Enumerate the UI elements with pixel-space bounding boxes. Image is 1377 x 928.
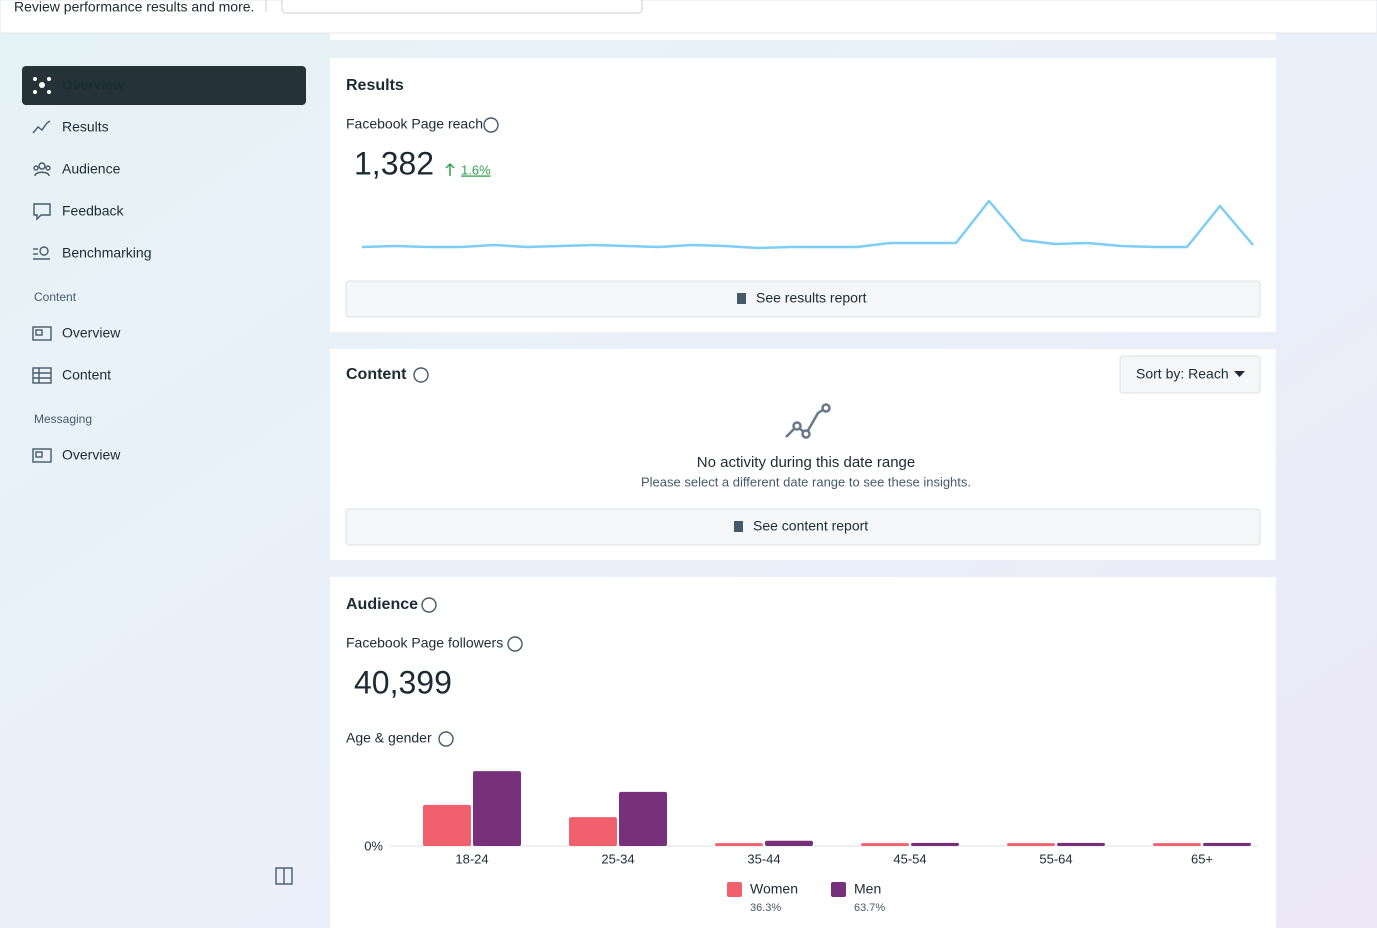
x-tick-label: 45-54 xyxy=(893,851,926,866)
top-bar xyxy=(0,0,1377,34)
bar xyxy=(569,817,617,846)
button-label[interactable]: See results report xyxy=(756,290,867,306)
button-label[interactable]: See content report xyxy=(753,518,868,534)
report-icon xyxy=(737,293,746,304)
card-title: Audience xyxy=(346,596,418,613)
nav-item[interactable]: Overview xyxy=(62,447,121,463)
x-tick-label: 25-34 xyxy=(601,851,634,866)
account-select[interactable] xyxy=(281,0,643,14)
card-title: Results xyxy=(346,77,404,94)
overview-icon xyxy=(33,77,51,94)
nav-item[interactable]: Audience xyxy=(62,161,121,177)
subtitle: Review performance results and more. xyxy=(14,0,254,15)
nav-item[interactable]: Content xyxy=(62,367,111,383)
bar xyxy=(861,843,909,846)
chart-label: Age & gender xyxy=(346,730,432,746)
bar xyxy=(715,843,763,846)
x-tick-label: 35-44 xyxy=(747,851,780,866)
feedback-icon xyxy=(33,203,51,221)
bar xyxy=(473,771,521,846)
metric-label: Facebook Page followers xyxy=(346,635,503,651)
bar xyxy=(1203,842,1251,846)
metric-value: 1,382 xyxy=(354,145,434,181)
collapse-button[interactable] xyxy=(275,867,293,885)
metric-value: 40,399 xyxy=(354,664,452,700)
nav-item[interactable]: Feedback xyxy=(62,203,124,219)
audience-card xyxy=(330,577,1276,928)
metric-label: Facebook Page reach xyxy=(346,116,483,132)
bar xyxy=(1153,843,1201,846)
y-tick-label: 0% xyxy=(364,838,383,853)
legend-share: 63.7% xyxy=(854,902,885,914)
legend-label: Women xyxy=(750,881,798,897)
audience-icon xyxy=(33,162,51,177)
report-icon xyxy=(734,521,743,532)
nav-active[interactable] xyxy=(22,66,306,105)
nav-section: Content xyxy=(34,290,77,304)
results-icon xyxy=(32,120,51,134)
bar xyxy=(765,840,813,846)
info-icon[interactable] xyxy=(438,731,454,747)
content-button[interactable] xyxy=(345,508,1261,546)
nav-section: Messaging xyxy=(34,412,92,426)
legend-share: 36.3% xyxy=(750,902,781,914)
legend-swatch xyxy=(831,882,846,897)
up-arrow xyxy=(445,162,455,176)
benchmark-icon xyxy=(33,246,50,260)
results-button[interactable] xyxy=(345,280,1261,318)
empty-text: Please select a different date range to … xyxy=(641,474,971,489)
sort-label[interactable]: Sort by: Reach xyxy=(1136,366,1229,382)
x-tick-label: 55-64 xyxy=(1039,851,1072,866)
empty-title: No activity during this date range xyxy=(697,454,915,471)
legend-label: Men xyxy=(854,881,881,897)
nav-item[interactable]: Results xyxy=(62,119,109,135)
reach-line xyxy=(361,199,1254,250)
content-overview-icon xyxy=(32,326,52,341)
legend-swatch xyxy=(727,882,742,897)
bar xyxy=(1007,843,1055,846)
info-icon[interactable] xyxy=(507,636,523,652)
bar xyxy=(911,842,959,846)
empty-icon xyxy=(785,403,831,439)
info-icon[interactable] xyxy=(421,597,437,613)
bar xyxy=(423,804,471,846)
nav-item[interactable]: Benchmarking xyxy=(62,245,152,261)
bar xyxy=(1057,842,1105,846)
dropdown-arrow xyxy=(1234,371,1245,377)
sort-dropdown[interactable] xyxy=(1119,355,1261,394)
bar xyxy=(619,791,667,846)
info-icon[interactable] xyxy=(413,367,429,383)
x-tick-label: 18-24 xyxy=(455,851,488,866)
x-tick-label: 65+ xyxy=(1191,851,1213,866)
info-icon[interactable] xyxy=(483,117,499,133)
change[interactable]: 1.6% xyxy=(461,162,491,177)
nav-item[interactable]: Overview xyxy=(62,77,124,93)
table-icon xyxy=(32,367,52,384)
messaging-overview-icon xyxy=(32,448,52,463)
nav-item[interactable]: Overview xyxy=(62,325,121,341)
card-title: Content xyxy=(346,366,407,383)
